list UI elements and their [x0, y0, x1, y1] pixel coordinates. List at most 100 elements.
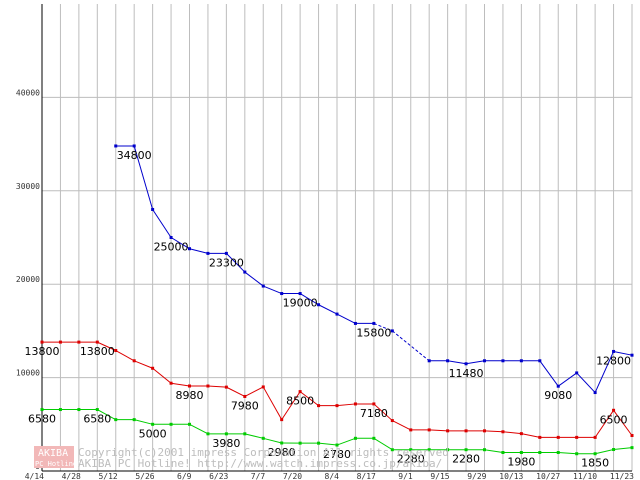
series-0-data-label: 34800 — [117, 149, 152, 162]
series-0-data-label: 11480 — [449, 367, 484, 380]
series-0-segment — [373, 322, 393, 332]
series-2-point — [593, 452, 597, 456]
series-1-point — [575, 435, 579, 439]
series-0-point — [206, 251, 210, 255]
series-2-point — [169, 422, 173, 426]
y-tick-label: 20000 — [16, 275, 40, 284]
series-0-point — [427, 359, 431, 363]
series-2-point — [538, 451, 542, 455]
series-0-point — [280, 292, 284, 296]
series-0-point — [151, 207, 155, 211]
series-0-point — [132, 144, 136, 148]
series-1-point — [464, 429, 468, 433]
series-2-point — [132, 418, 136, 422]
series-1-point — [114, 349, 118, 353]
series-1-segment — [152, 367, 172, 384]
series-1-point — [280, 418, 284, 422]
series-1-point — [261, 385, 265, 389]
series-1-segment — [133, 360, 153, 369]
series-1-point — [132, 359, 136, 363]
series-2-point — [353, 436, 357, 440]
series-1-point — [317, 404, 321, 408]
x-tick-label: 4/14 — [25, 472, 44, 480]
series-0-segment — [391, 330, 430, 362]
series-0-point — [169, 236, 173, 239]
series-2-point — [612, 448, 616, 452]
series-2-data-label: 6580 — [83, 413, 111, 426]
series-1-segment — [299, 391, 319, 407]
x-tick-label: 7/20 — [283, 472, 302, 480]
series-2-point — [224, 432, 228, 436]
series-2-segment — [336, 437, 356, 446]
copyright-watermark: Copyright(c)2001 impress Corporation All… — [78, 446, 449, 470]
x-tick-label: 10/27 — [536, 472, 560, 480]
series-0-point — [335, 312, 339, 316]
series-2-data-label: 5000 — [139, 427, 167, 440]
series-0-data-label: 12800 — [596, 354, 631, 367]
series-0-point — [114, 144, 118, 148]
series-1-point — [40, 340, 44, 344]
series-2-data-label: 2980 — [268, 446, 296, 459]
series-1-segment — [226, 386, 246, 397]
series-1-point — [612, 408, 616, 412]
series-1-point — [593, 435, 597, 439]
series-0-point — [390, 329, 394, 333]
series-1-point — [519, 432, 523, 436]
y-tick-label: 40000 — [16, 88, 40, 97]
x-tick-label: 8/17 — [357, 472, 376, 480]
series-2-segment — [484, 449, 504, 454]
series-1-segment — [613, 409, 633, 436]
series-0-segment — [539, 360, 559, 387]
series-1-data-label: 8980 — [176, 389, 204, 402]
series-0-point — [612, 349, 616, 353]
series-2-point — [519, 451, 523, 455]
grid-lines — [41, 4, 633, 472]
x-tick-label: 5/26 — [135, 472, 154, 480]
series-0-point — [464, 362, 468, 366]
series-1-point — [372, 402, 376, 406]
series-1-point — [483, 429, 486, 433]
series-0-point — [446, 359, 450, 363]
series-1-point — [501, 430, 505, 434]
series-1-point — [298, 390, 302, 394]
series-2-data-label: 2280 — [452, 453, 480, 466]
series-0-point — [317, 303, 321, 307]
series-2-point — [464, 448, 468, 452]
series-2-point — [390, 448, 394, 452]
series-0-data-label: 19000 — [283, 297, 318, 310]
series-1-point — [630, 434, 634, 438]
x-tick-label: 6/23 — [209, 472, 228, 480]
series-0-data-label: 23300 — [209, 256, 244, 269]
series-0-data-label: 9080 — [544, 389, 572, 402]
series-0-segment — [299, 293, 319, 306]
series-2-point — [335, 443, 339, 447]
series-1-segment — [262, 386, 283, 420]
x-tick-label: 11/10 — [573, 472, 597, 480]
series-0-segment — [318, 304, 338, 315]
series-2-point — [483, 448, 486, 452]
x-tick-label: 8/4 — [325, 472, 340, 480]
series-0-point — [575, 371, 579, 375]
series-2-point — [575, 452, 579, 456]
series-0-point — [372, 321, 376, 325]
series-0-segment — [447, 360, 467, 365]
series-2-data-label: 2280 — [397, 453, 425, 466]
series-2-point — [40, 408, 44, 412]
series-2-point — [151, 422, 155, 426]
x-tick-label: 4/28 — [62, 472, 81, 480]
series-1-segment — [97, 341, 116, 351]
series-1-segment — [244, 386, 264, 397]
series-0-segment — [133, 145, 154, 210]
series-2-data-label: 6580 — [28, 413, 56, 426]
series-1-point — [243, 394, 247, 398]
series-2-segment — [134, 419, 153, 425]
series-0-point — [630, 353, 634, 357]
series-2-point — [298, 441, 302, 445]
series-1-segment — [502, 431, 522, 435]
watermark-line-1: Copyright(c)2001 impress Corporation All… — [78, 446, 449, 459]
series-1-segment — [521, 433, 540, 438]
y-tick-label: 30000 — [16, 182, 40, 191]
series-0-segment — [557, 372, 577, 387]
series-0-segment — [244, 271, 264, 287]
series-0-segment — [226, 253, 246, 273]
